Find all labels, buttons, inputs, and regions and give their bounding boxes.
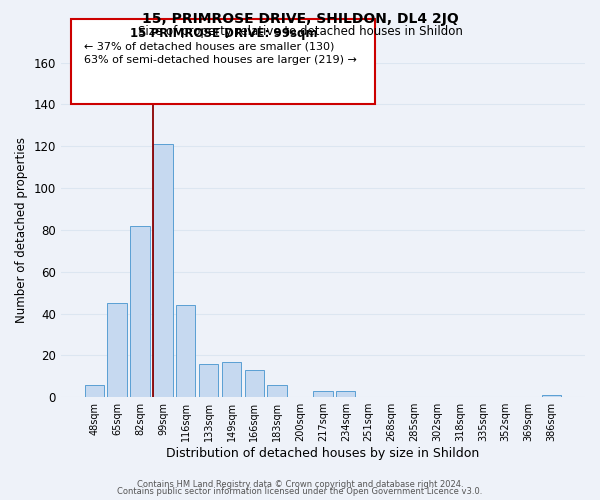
Bar: [245, 370, 264, 397]
Bar: [130, 226, 150, 397]
Text: 15 PRIMROSE DRIVE: 99sqm: 15 PRIMROSE DRIVE: 99sqm: [130, 28, 317, 40]
Bar: [313, 391, 332, 397]
Y-axis label: Number of detached properties: Number of detached properties: [15, 137, 28, 323]
Text: 63% of semi-detached houses are larger (219) →: 63% of semi-detached houses are larger (…: [85, 55, 357, 65]
Bar: [542, 395, 561, 397]
Bar: [268, 384, 287, 397]
Bar: [107, 303, 127, 397]
X-axis label: Distribution of detached houses by size in Shildon: Distribution of detached houses by size …: [166, 447, 479, 460]
Bar: [153, 144, 173, 397]
Text: ← 37% of detached houses are smaller (130): ← 37% of detached houses are smaller (13…: [85, 42, 335, 51]
Bar: [199, 364, 218, 397]
FancyBboxPatch shape: [71, 19, 376, 104]
Text: Size of property relative to detached houses in Shildon: Size of property relative to detached ho…: [137, 25, 463, 38]
Bar: [176, 305, 196, 397]
Text: 15, PRIMROSE DRIVE, SHILDON, DL4 2JQ: 15, PRIMROSE DRIVE, SHILDON, DL4 2JQ: [142, 12, 458, 26]
Text: Contains HM Land Registry data © Crown copyright and database right 2024.: Contains HM Land Registry data © Crown c…: [137, 480, 463, 489]
Bar: [336, 391, 355, 397]
Bar: [222, 362, 241, 397]
Bar: [85, 384, 104, 397]
Text: Contains public sector information licensed under the Open Government Licence v3: Contains public sector information licen…: [118, 488, 482, 496]
